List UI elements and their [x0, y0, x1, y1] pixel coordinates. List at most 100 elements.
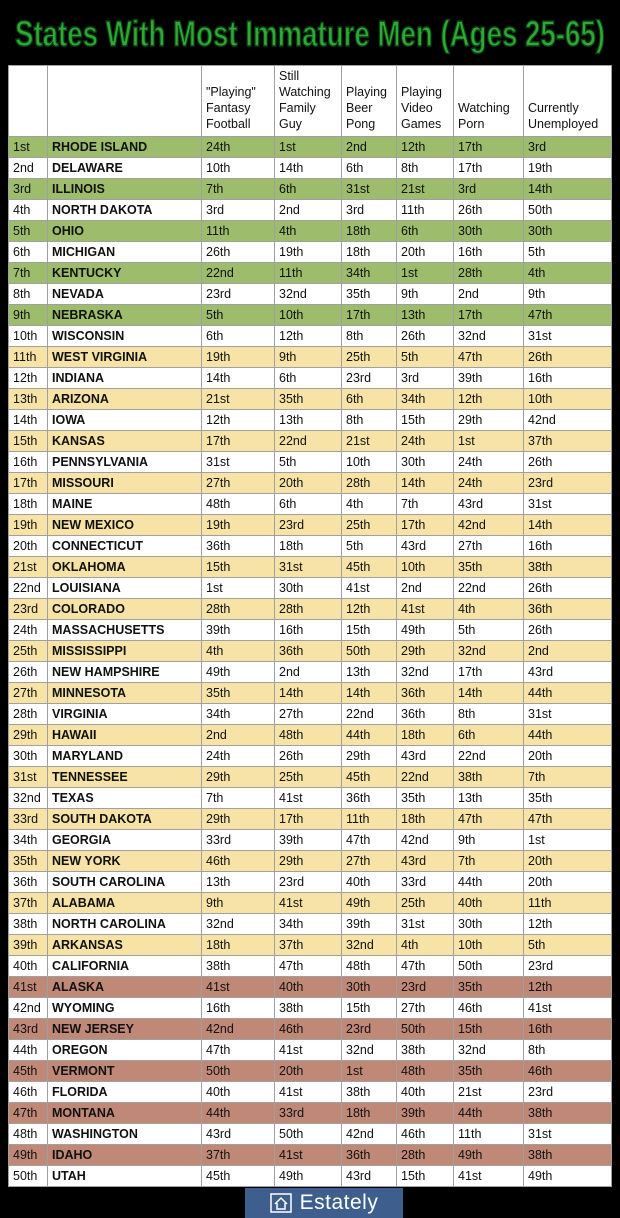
table-cell: 45th [342, 767, 397, 788]
table-cell: 15th [454, 1019, 524, 1040]
table-cell: 31st [524, 326, 612, 347]
header-cell: Playing Beer Pong [342, 65, 397, 137]
table-cell: 19th [202, 515, 275, 536]
header-cell: Playing Video Games [397, 65, 454, 137]
header-line: Video [401, 101, 433, 115]
table-cell: 43rd [8, 1019, 48, 1040]
table-cell: 34th [202, 704, 275, 725]
table-cell: 5th [8, 221, 48, 242]
table-cell: 17th [454, 137, 524, 158]
table-cell: 16th [454, 242, 524, 263]
table-cell: 3rd [524, 137, 612, 158]
table-cell: 31st [275, 557, 342, 578]
table-row: 33rd SOUTH DAKOTA 29th 17th 11th 18th 47th 47th [8, 809, 612, 830]
table-cell: 23rd [342, 368, 397, 389]
header-line: Playing [401, 85, 442, 99]
table-cell: 38th [275, 998, 342, 1019]
table-cell: 14th [275, 158, 342, 179]
table-cell: 23rd [397, 977, 454, 998]
table-cell: 12th [524, 914, 612, 935]
table-cell: 41st [275, 893, 342, 914]
table-cell: 3rd [202, 200, 275, 221]
footer-logo: Estately [245, 1188, 403, 1218]
table-cell: 46th [202, 851, 275, 872]
table-row: 5th OHIO 11th 4th 18th 6th 30th 30th [8, 221, 612, 242]
brand: Estately [299, 1191, 379, 1214]
table-cell: 2nd [524, 641, 612, 662]
table-row: 46th FLORIDA 40th 41st 38th 40th 21st 23rd [8, 1082, 612, 1103]
table-cell: 13th [202, 872, 275, 893]
header-line: Still [279, 69, 300, 83]
table-cell: 6th [454, 725, 524, 746]
table-cell: 18th [342, 1103, 397, 1124]
header-cell [48, 65, 202, 137]
state-cell: TENNESSEE [48, 767, 202, 788]
table-cell: 46th [524, 1061, 612, 1082]
state-cell: SOUTH CAROLINA [48, 872, 202, 893]
table-row: 18th MAINE 48th 6th 4th 7th 43rd 31st [8, 494, 612, 515]
table-cell: 41st [275, 1040, 342, 1061]
table-cell: 26th [275, 746, 342, 767]
table-cell: 41st [275, 788, 342, 809]
table-cell: 16th [524, 1019, 612, 1040]
table-cell: 37th [524, 431, 612, 452]
table-cell: 9th [202, 893, 275, 914]
table-cell: 6th [342, 389, 397, 410]
table-cell: 2nd [275, 200, 342, 221]
table-cell: 5th [454, 620, 524, 641]
table-cell: 45th [202, 1166, 275, 1187]
table-cell: 24th [454, 473, 524, 494]
table-cell: 12th [342, 599, 397, 620]
table-cell: 17th [454, 158, 524, 179]
table-cell: 32nd [202, 914, 275, 935]
table-cell: 41st [275, 1145, 342, 1166]
table-cell: 49th [454, 1145, 524, 1166]
table-cell: 36th [275, 641, 342, 662]
table-cell: 50th [524, 200, 612, 221]
table-cell: 27th [454, 536, 524, 557]
table-cell: 16th [202, 998, 275, 1019]
table-cell: 41st [202, 977, 275, 998]
table-cell: 33rd [8, 809, 48, 830]
state-cell: OREGON [48, 1040, 202, 1061]
table-cell: 40th [275, 977, 342, 998]
table-row: 4th NORTH DAKOTA 3rd 2nd 3rd 11th 26th 50th [8, 200, 612, 221]
table-cell: 7th [202, 179, 275, 200]
table-cell: 23rd [524, 1082, 612, 1103]
table-cell: 24th [8, 620, 48, 641]
table-cell: 6th [275, 179, 342, 200]
table-cell: 2nd [454, 284, 524, 305]
state-cell: RHODE ISLAND [48, 137, 202, 158]
table-cell: 47th [454, 347, 524, 368]
table-cell: 15th [202, 557, 275, 578]
state-cell: MICHIGAN [48, 242, 202, 263]
table-cell: 26th [524, 452, 612, 473]
table-cell: 39th [202, 620, 275, 641]
table-row: 31st TENNESSEE 29th 25th 45th 22nd 38th 7th [8, 767, 612, 788]
table-cell: 11th [342, 809, 397, 830]
table-cell: 29th [342, 746, 397, 767]
table-cell: 20th [524, 872, 612, 893]
table-cell: 8th [342, 326, 397, 347]
header-line: Porn [458, 117, 485, 131]
state-cell: MINNESOTA [48, 683, 202, 704]
table-cell: 11th [454, 1124, 524, 1145]
state-cell: CONNECTICUT [48, 536, 202, 557]
table-cell: 46th [397, 1124, 454, 1145]
table-cell: 11th [8, 347, 48, 368]
state-cell: ARKANSAS [48, 935, 202, 956]
table-cell: 23rd [524, 956, 612, 977]
table-cell: 26th [397, 326, 454, 347]
table-cell: 30th [275, 578, 342, 599]
header-cell: Still Watching Family Guy [275, 65, 342, 137]
table-cell: 40th [202, 1082, 275, 1103]
table-cell: 32nd [397, 662, 454, 683]
table-row: 9th NEBRASKA 5th 10th 17th 13th 17th 47th [8, 305, 612, 326]
table-cell: 9th [524, 284, 612, 305]
state-cell: LOUISIANA [48, 578, 202, 599]
table-cell: 16th [524, 368, 612, 389]
table-row: 21st OKLAHOMA 15th 31st 45th 10th 35th 38th [8, 557, 612, 578]
table-cell: 42nd [8, 998, 48, 1019]
table-cell: 49th [397, 620, 454, 641]
table-cell: 42nd [524, 410, 612, 431]
